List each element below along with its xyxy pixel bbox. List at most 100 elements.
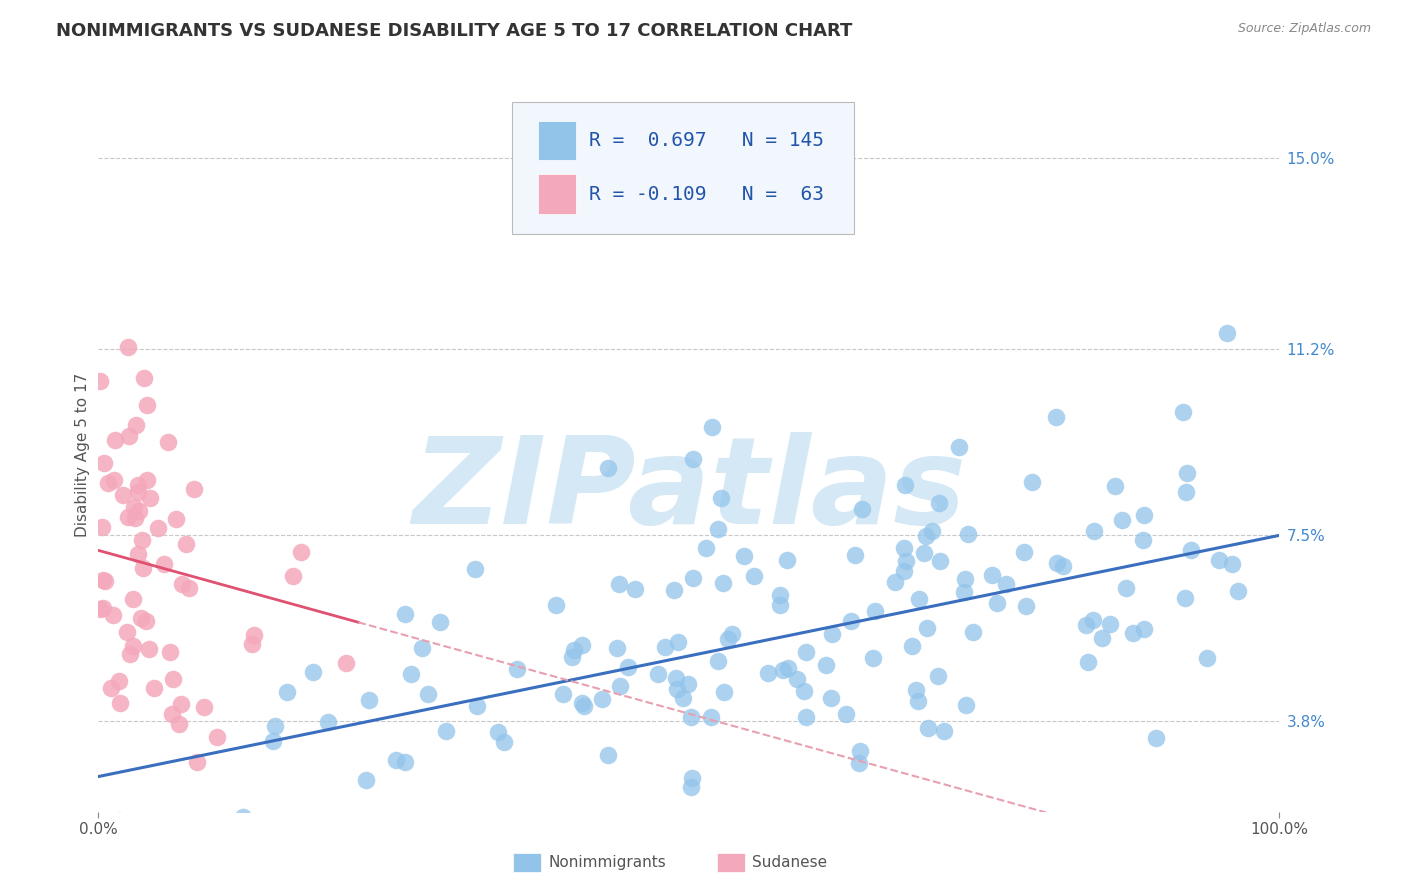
Point xyxy=(142,681,165,695)
Point xyxy=(183,482,205,496)
Point xyxy=(921,524,943,539)
Point xyxy=(464,562,486,576)
Point xyxy=(135,473,157,487)
Point xyxy=(240,637,263,651)
Point xyxy=(654,640,676,654)
Text: ZIPatlas: ZIPatlas xyxy=(412,432,966,549)
Point xyxy=(662,583,685,598)
Point xyxy=(1171,405,1194,419)
Point xyxy=(127,477,149,491)
FancyBboxPatch shape xyxy=(537,175,575,214)
Point xyxy=(1122,626,1144,640)
Point xyxy=(125,418,148,433)
Text: NONIMMIGRANTS VS SUDANESE DISABILITY AGE 5 TO 17 CORRELATION CHART: NONIMMIGRANTS VS SUDANESE DISABILITY AGE… xyxy=(56,22,852,40)
Point xyxy=(127,547,149,561)
Point xyxy=(302,665,325,679)
Point xyxy=(122,591,145,606)
Text: R = -0.109   N =  63: R = -0.109 N = 63 xyxy=(589,185,824,204)
Point xyxy=(138,641,160,656)
Point xyxy=(1091,631,1114,645)
Point xyxy=(666,681,689,696)
Point xyxy=(1175,466,1198,480)
Point xyxy=(894,477,917,491)
Point xyxy=(399,666,422,681)
Point xyxy=(111,488,134,502)
Point xyxy=(1208,552,1230,566)
Point xyxy=(884,575,907,590)
Point xyxy=(243,628,266,642)
Point xyxy=(394,607,416,621)
Point xyxy=(956,527,979,541)
FancyBboxPatch shape xyxy=(537,121,575,161)
Point xyxy=(384,753,406,767)
Point xyxy=(486,724,509,739)
Point xyxy=(93,456,115,470)
Point xyxy=(97,476,120,491)
Point xyxy=(132,560,155,574)
Point xyxy=(131,533,153,548)
Point xyxy=(609,679,631,693)
Point xyxy=(1046,556,1069,570)
Point xyxy=(152,558,174,572)
Point xyxy=(695,541,717,555)
Point xyxy=(665,671,688,685)
Point xyxy=(243,814,266,829)
Point xyxy=(893,564,915,578)
Point xyxy=(311,814,333,829)
Point xyxy=(776,661,799,675)
Point xyxy=(1012,545,1035,559)
Point xyxy=(290,545,312,559)
Text: R =  0.697   N = 145: R = 0.697 N = 145 xyxy=(589,131,824,151)
FancyBboxPatch shape xyxy=(512,102,855,234)
Point xyxy=(1197,651,1219,665)
Point xyxy=(104,433,127,447)
Point xyxy=(929,554,952,568)
Point xyxy=(834,707,856,722)
Point xyxy=(647,667,669,681)
Point xyxy=(571,696,593,710)
Point xyxy=(91,520,114,534)
Point xyxy=(711,575,734,590)
Point xyxy=(679,780,702,794)
Point xyxy=(316,714,339,729)
Point xyxy=(986,596,1008,610)
Point xyxy=(849,743,872,757)
Point xyxy=(492,734,515,748)
Point xyxy=(122,500,145,514)
Point xyxy=(679,710,702,724)
Point xyxy=(427,814,450,829)
Point xyxy=(117,509,139,524)
Point xyxy=(174,537,197,551)
Point xyxy=(1132,533,1154,547)
Point xyxy=(1226,584,1249,599)
Point xyxy=(205,730,228,744)
Point xyxy=(146,521,169,535)
Point xyxy=(561,650,583,665)
Point xyxy=(955,698,977,713)
Point xyxy=(1077,655,1099,669)
Point xyxy=(901,639,924,653)
Point xyxy=(1111,513,1133,527)
Point xyxy=(948,440,970,454)
Point xyxy=(591,692,613,706)
Point xyxy=(915,621,938,635)
Point xyxy=(794,710,817,724)
Point xyxy=(896,554,918,568)
Point xyxy=(607,577,630,591)
Point xyxy=(1052,558,1074,573)
Point xyxy=(122,639,145,653)
Point xyxy=(544,599,567,613)
Point xyxy=(786,673,808,687)
Point xyxy=(1045,409,1067,424)
Point xyxy=(129,611,152,625)
Point xyxy=(394,756,416,770)
Point xyxy=(1216,326,1239,341)
Point xyxy=(572,699,595,714)
Point xyxy=(733,549,755,563)
Point xyxy=(329,814,352,829)
Point xyxy=(177,582,200,596)
Point xyxy=(772,663,794,677)
Point xyxy=(815,657,838,672)
Point xyxy=(1115,582,1137,596)
Point xyxy=(89,602,111,616)
